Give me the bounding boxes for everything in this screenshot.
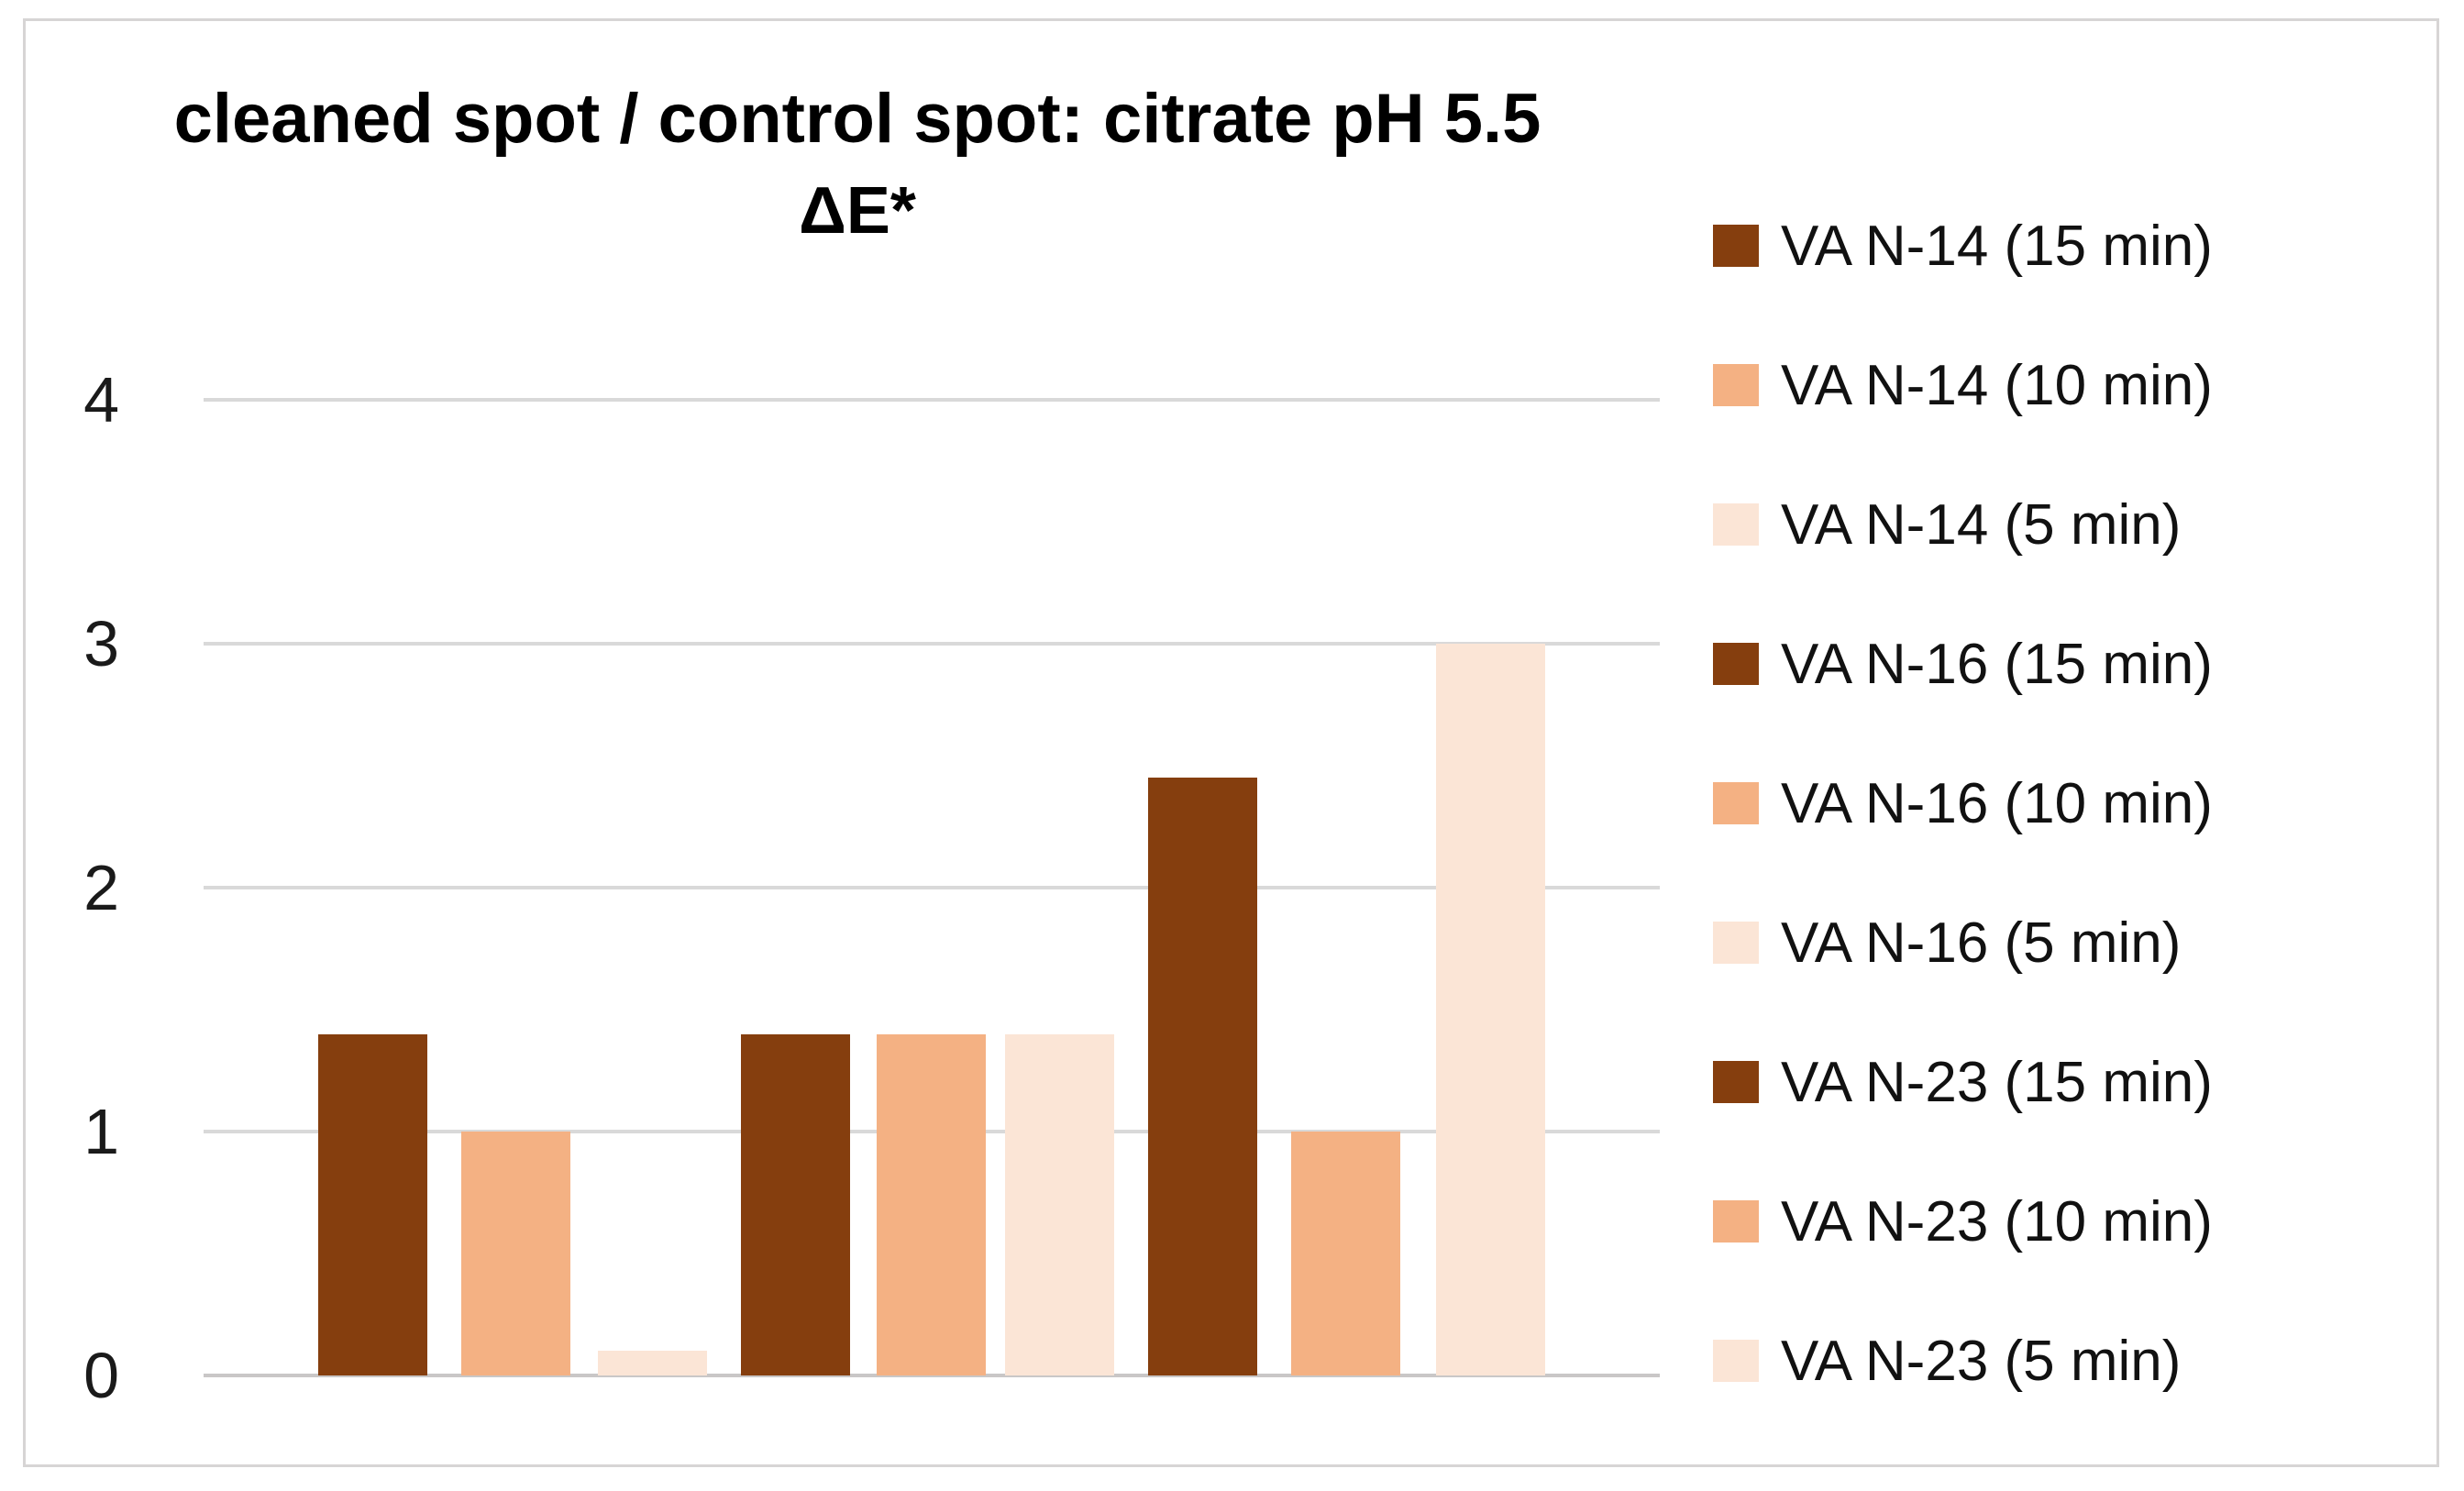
y-tick-label-3: 3 <box>83 608 119 679</box>
chart-title: cleaned spot / control spot: citrate pH … <box>173 80 1541 158</box>
legend-swatch-15min <box>1713 225 1759 267</box>
chart-title-block: cleaned spot / control spot: citrate pH … <box>55 72 1660 255</box>
legend-item-va-n-23-15-min: VA N-23 (15 min) <box>1713 1012 2437 1152</box>
y-tick-label-1: 1 <box>83 1096 119 1167</box>
legend-label: VA N-14 (15 min) <box>1781 214 2213 278</box>
bar-va-n-14-15-min <box>318 1034 427 1375</box>
legend-item-va-n-14-5-min: VA N-14 (5 min) <box>1713 455 2437 594</box>
legend-item-va-n-16-10-min: VA N-16 (10 min) <box>1713 734 2437 873</box>
legend-swatch-15min <box>1713 643 1759 685</box>
bar-va-n-16-5-min <box>1005 1034 1114 1375</box>
legend-item-va-n-23-10-min: VA N-23 (10 min) <box>1713 1152 2437 1291</box>
bar-va-n-14-10-min <box>461 1132 570 1375</box>
y-tick-label-4: 4 <box>83 364 119 436</box>
legend-label: VA N-14 (5 min) <box>1781 492 2182 557</box>
bar-va-n-23-15-min <box>1148 778 1257 1375</box>
legend-item-va-n-23-5-min: VA N-23 (5 min) <box>1713 1291 2437 1430</box>
gridline-y-0 <box>204 1374 1660 1377</box>
legend-label: VA N-23 (15 min) <box>1781 1050 2213 1114</box>
legend-swatch-10min <box>1713 364 1759 406</box>
legend-label: VA N-16 (5 min) <box>1781 911 2182 975</box>
legend-swatch-5min <box>1713 1340 1759 1382</box>
legend-label: VA N-23 (5 min) <box>1781 1329 2182 1393</box>
gridline-y-2 <box>204 886 1660 889</box>
legend-label: VA N-16 (10 min) <box>1781 771 2213 835</box>
legend: VA N-14 (15 min) VA N-14 (10 min) VA N-14 … <box>1713 176 2437 1430</box>
bar-va-n-16-10-min <box>877 1034 986 1375</box>
legend-swatch-10min <box>1713 1200 1759 1242</box>
gridline-y-3 <box>204 642 1660 646</box>
bar-va-n-16-15-min <box>741 1034 850 1375</box>
bar-va-n-14-5-min <box>598 1351 707 1375</box>
legend-label: VA N-16 (15 min) <box>1781 632 2213 696</box>
legend-swatch-15min <box>1713 1061 1759 1103</box>
legend-item-va-n-16-15-min: VA N-16 (15 min) <box>1713 594 2437 734</box>
legend-swatch-10min <box>1713 782 1759 824</box>
legend-swatch-5min <box>1713 922 1759 964</box>
bar-va-n-23-10-min <box>1291 1132 1400 1375</box>
plot-area <box>204 398 1660 1377</box>
y-tick-label-0: 0 <box>83 1340 119 1411</box>
legend-label: VA N-23 (10 min) <box>1781 1189 2213 1254</box>
gridline-y-4 <box>204 398 1660 402</box>
legend-swatch-5min <box>1713 503 1759 546</box>
legend-item-va-n-14-10-min: VA N-14 (10 min) <box>1713 315 2437 455</box>
y-tick-label-2: 2 <box>83 852 119 923</box>
legend-item-va-n-16-5-min: VA N-16 (5 min) <box>1713 873 2437 1012</box>
legend-label: VA N-14 (10 min) <box>1781 353 2213 417</box>
chart-subtitle: ΔE* <box>799 174 916 248</box>
legend-item-va-n-14-15-min: VA N-14 (15 min) <box>1713 176 2437 315</box>
bar-va-n-23-5-min <box>1436 644 1545 1375</box>
